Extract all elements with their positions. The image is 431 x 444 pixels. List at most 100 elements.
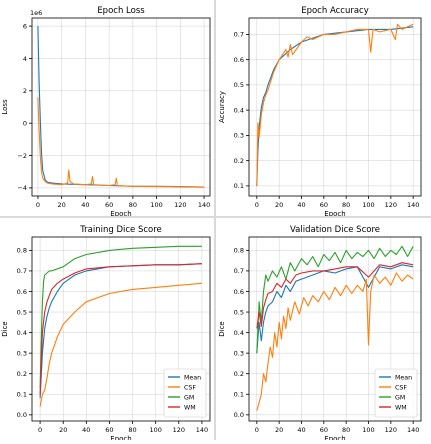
epoch-loss-series-blue-0-line (37, 26, 205, 188)
training-dice-y-tick-label: 0.6 (17, 288, 27, 296)
validation-dice-series-wm-line (256, 262, 414, 329)
training-dice-y-tick-label: 0.1 (17, 391, 27, 399)
validation-dice-legend-label-csf: CSF (395, 384, 407, 391)
training-dice-x-tick-label: 80 (128, 426, 136, 434)
training-dice-panel: 0 20 40 60 80 100 120 140 0.0 0.1 0.2 0.3 0.4 0.5 0.6 0… (1, 225, 211, 443)
epoch-loss-x-tick-label: 120 (174, 201, 186, 209)
epoch-loss-x-tick-label: 60 (105, 201, 113, 209)
validation-dice-series-gm-line (256, 245, 414, 354)
training-dice-y-tick-label: 0.2 (17, 370, 27, 378)
epoch-accuracy-y-tick-label: 0.7 (234, 31, 244, 39)
validation-dice-axes-frame (248, 236, 422, 422)
epoch-loss-y-tick-label: −2 (17, 152, 27, 160)
validation-dice-y-tick-label: 0.2 (234, 370, 244, 378)
epoch-loss-y-axis-label: Loss (1, 99, 9, 115)
training-dice-y-tick-label: 0.8 (17, 247, 27, 255)
epoch-loss-x-tick-label: 40 (81, 201, 89, 209)
training-dice-legend-box (163, 368, 207, 418)
validation-dice-y-axis-label: Dice (218, 321, 226, 337)
epoch-loss-x-tick-label: 140 (198, 201, 210, 209)
validation-dice-x-axis-label: Epoch (324, 435, 345, 440)
validation-dice-y-tick-label: 0.3 (234, 349, 244, 357)
validation-dice-x-tick-label: 20 (275, 426, 283, 434)
training-dice-x-tick-label: 120 (173, 426, 185, 434)
validation-dice-x-tick-label: 80 (342, 426, 350, 434)
epoch-accuracy-x-tick-label: 40 (297, 201, 305, 209)
epoch-accuracy-y-axis-label: Accuracy (218, 91, 226, 123)
epoch-accuracy-title: Epoch Accuracy (301, 6, 369, 16)
validation-dice-y-tick-label: 0.6 (234, 288, 244, 296)
training-dice-axes-frame (31, 236, 211, 422)
validation-dice-x-tick-label: 120 (385, 426, 397, 434)
epoch-accuracy-y-tick-label: 0.6 (234, 56, 244, 64)
epoch-accuracy-y-tick-label: 0.4 (234, 106, 244, 114)
validation-dice-y-tick-label: 0.7 (234, 267, 244, 275)
training-dice-title: Training Dice Score (79, 225, 162, 235)
epoch-loss-x-axis-label: Epoch (110, 210, 131, 218)
validation-dice-x-tick-label: 40 (297, 426, 305, 434)
training-dice-series-csf-line (39, 282, 202, 407)
training-dice-y-tick-label: 0.5 (17, 308, 27, 316)
epoch-accuracy-x-tick-label: 120 (385, 201, 397, 209)
validation-dice-y-tick-label: 0.4 (234, 329, 244, 337)
epoch-loss-axes-frame (31, 17, 211, 197)
epoch-accuracy-axes-frame (248, 17, 422, 197)
epoch-accuracy-x-tick-label: 0 (255, 201, 259, 209)
validation-dice-legend-label-gm: GM (395, 394, 405, 401)
epoch-loss-y-tick-label: 0 (23, 119, 27, 127)
validation-dice-legend-box (374, 368, 418, 418)
panel-separator-horizontal (0, 216, 431, 218)
epoch-loss-x-tick-label: 100 (150, 201, 162, 209)
training-dice-legend-label-mean: Mean (184, 374, 201, 381)
epoch-loss-series-orange-1-line (37, 97, 205, 188)
epoch-accuracy-series-group (256, 23, 414, 186)
training-dice-x-tick-label: 20 (59, 426, 67, 434)
training-dice-y-tick-label: 0.4 (17, 329, 27, 337)
training-dice-x-tick-label: 60 (105, 426, 113, 434)
validation-dice-x-tick-label: 100 (362, 426, 374, 434)
epoch-loss-title: Epoch Loss (97, 6, 145, 16)
validation-dice-y-tick-label: 0.1 (234, 391, 244, 399)
validation-dice-series-csf-line (256, 272, 414, 411)
validation-dice-x-tick-label: 0 (255, 426, 259, 434)
training-dice-legend-label-gm: GM (184, 394, 194, 401)
panel-separator-vertical (214, 0, 216, 440)
training-dice-y-tick-label: 0.3 (17, 349, 27, 357)
epoch-accuracy-series-orange-1-line (256, 23, 414, 186)
epoch-loss-x-tick-label: 20 (58, 201, 66, 209)
validation-dice-series-mean-line (256, 264, 414, 354)
epoch-loss-series-group (37, 26, 205, 188)
training-dice-y-axis-label: Dice (1, 321, 9, 337)
validation-dice-series-group (256, 245, 414, 411)
epoch-loss-y-tick-label: 2 (23, 87, 27, 95)
epoch-loss-y-tick-label: −4 (17, 184, 27, 192)
training-dice-legend-label-csf: CSF (184, 384, 196, 391)
training-dice-series-gm-line (39, 245, 202, 389)
epoch-accuracy-x-tick-label: 80 (342, 201, 350, 209)
validation-dice-y-tick-label: 0.8 (234, 247, 244, 255)
training-dice-y-tick-label: 0.7 (17, 267, 27, 275)
training-dice-x-tick-label: 100 (149, 426, 161, 434)
epoch-accuracy-x-tick-label: 60 (320, 201, 328, 209)
epoch-loss-y-tick-label: 6 (23, 22, 27, 30)
epoch-loss-offset-text: 1e6 (30, 9, 42, 17)
epoch-loss-x-tick-label: 0 (36, 201, 40, 209)
validation-dice-y-tick-label: 0.5 (234, 308, 244, 316)
training-dice-legend: Mean CSF GM WM (163, 368, 207, 418)
training-dice-legend-label-wm: WM (184, 404, 196, 411)
epoch-accuracy-x-tick-label: 140 (407, 201, 419, 209)
epoch-accuracy-y-tick-label: 0.1 (234, 182, 244, 190)
epoch-accuracy-x-axis-label: Epoch (324, 210, 345, 218)
epoch-accuracy-y-tick-label: 0.3 (234, 132, 244, 140)
training-dice-x-axis-label: Epoch (110, 435, 131, 440)
training-dice-y-tick-label: 0.0 (17, 411, 27, 419)
epoch-accuracy-y-tick-label: 0.5 (234, 81, 244, 89)
validation-dice-title: Validation Dice Score (290, 225, 380, 235)
epoch-loss-x-tick-label: 80 (129, 201, 137, 209)
training-dice-series-wm-line (39, 263, 202, 395)
training-dice-x-tick-label: 40 (82, 426, 90, 434)
validation-dice-legend-label-wm: WM (395, 404, 407, 411)
validation-dice-y-tick-label: 0.0 (234, 411, 244, 419)
